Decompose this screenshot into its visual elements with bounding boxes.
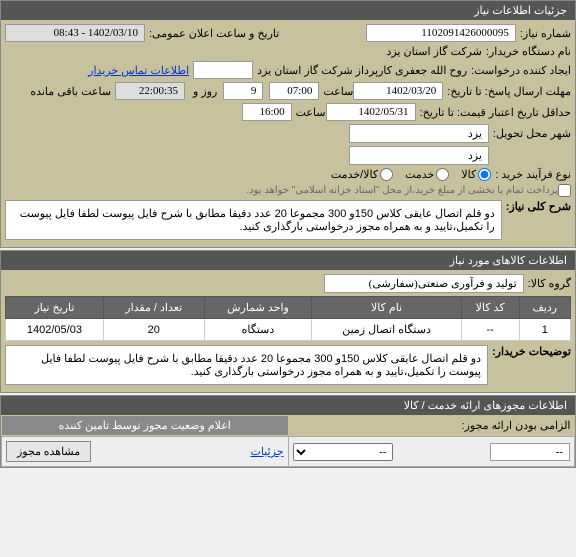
- cell-code: --: [461, 319, 519, 341]
- req-val-field: --: [490, 443, 570, 461]
- process-type-group: کالا خدمت کالا/خدمت: [331, 168, 491, 181]
- buyer-note-text: دو قلم اتصال عایقی کلاس 150و 300 مجموعا …: [5, 345, 488, 385]
- contact-link[interactable]: اطلاعات تماس خریدار: [88, 64, 189, 77]
- col-qty: تعداد / مقدار: [103, 297, 204, 319]
- time-label-1: ساعت: [323, 85, 353, 98]
- creator-label: ایجاد کننده درخواست:: [471, 64, 571, 77]
- cell-idx: 1: [519, 319, 570, 341]
- time-label-2: ساعت: [296, 106, 326, 119]
- panel3-title: اطلاعات مجوزهای ارائه خدمت / کالا: [1, 396, 575, 415]
- panel3-body: الزامی بودن ارائه مجوز: اعلام وضعیت مجوز…: [1, 415, 575, 467]
- license-table: الزامی بودن ارائه مجوز: اعلام وضعیت مجوز…: [1, 415, 575, 467]
- deadline-label: مهلت ارسال پاسخ: تا تاریخ:: [447, 85, 571, 98]
- remain-time-field: 22:00:35: [115, 82, 185, 100]
- payment-note: پرداخت تمام یا بخشی از مبلغ خرید،از محل …: [246, 185, 558, 196]
- cell-unit: دستگاه: [204, 319, 312, 341]
- panel1-title: جزئیات اطلاعات نیاز: [1, 1, 575, 20]
- creator-extra-field[interactable]: [193, 61, 253, 79]
- need-details-panel: جزئیات اطلاعات نیاز شماره نیاز: 11020914…: [0, 0, 576, 248]
- deadline-date-field: 1402/03/20: [353, 82, 443, 100]
- day-field: 9: [223, 82, 263, 100]
- radio-service[interactable]: خدمت: [405, 168, 449, 181]
- deliver-loc-field: یزد: [349, 124, 489, 143]
- announce-label: تاریخ و ساعت اعلان عمومی:: [149, 27, 279, 40]
- day-label: روز و: [193, 85, 217, 98]
- valid-time-field: 16:00: [242, 103, 292, 121]
- valid-date-field: 1402/05/31: [326, 103, 416, 121]
- goods-info-panel: اطلاعات کالاهای مورد نیاز گروه کالا: تول…: [0, 250, 576, 393]
- need-no-field: 1102091426000095: [366, 24, 516, 42]
- col-date: تاریخ نیاز: [6, 297, 104, 319]
- radio-both-input[interactable]: [380, 168, 393, 181]
- req-label: الزامی بودن ارائه مجوز:: [462, 420, 571, 432]
- treasury-checkbox[interactable]: [558, 184, 571, 197]
- radio-goods[interactable]: کالا: [461, 168, 491, 181]
- org-label: نام دستگاه خریدار:: [486, 45, 571, 58]
- details-link[interactable]: جزئیات: [251, 445, 284, 458]
- cell-qty: 20: [103, 319, 204, 341]
- col-unit: واحد شمارش: [204, 297, 312, 319]
- panel2-body: گروه کالا: تولید و فرآوری صنعتی(سفارشی) …: [1, 270, 575, 392]
- license-panel: اطلاعات مجوزهای ارائه خدمت / کالا الزامی…: [0, 395, 576, 468]
- group-label: گروه کالا:: [528, 277, 571, 290]
- panel1-body: شماره نیاز: 1102091426000095 تاریخ و ساع…: [1, 20, 575, 247]
- desc-label: شرح کلی نیاز:: [506, 200, 571, 213]
- type-label: نوع فرآیند خرید :: [495, 168, 571, 181]
- col-name: نام کالا: [312, 297, 461, 319]
- cell-name: دستگاه اتصال زمین: [312, 319, 461, 341]
- col-code: کد کالا: [461, 297, 519, 319]
- license-select[interactable]: --: [293, 443, 393, 461]
- radio-goods-input[interactable]: [478, 168, 491, 181]
- table-row[interactable]: 1 -- دستگاه اتصال زمین دستگاه 20 1402/05…: [6, 319, 571, 341]
- buyer-note-label: توضیحات خریدار:: [492, 345, 571, 358]
- need-no-label: شماره نیاز:: [520, 27, 571, 40]
- desc-text: دو قلم اتصال عایقی کلاس 150و 300 مجموعا …: [5, 200, 502, 240]
- deliver-loc-label: شهر محل تحویل:: [493, 127, 571, 140]
- goods-table: ردیف کد کالا نام کالا واحد شمارش تعداد /…: [5, 296, 571, 341]
- group-field: تولید و فرآوری صنعتی(سفارشی): [324, 274, 524, 293]
- radio-service-input[interactable]: [436, 168, 449, 181]
- col-row: ردیف: [519, 297, 570, 319]
- view-license-button[interactable]: مشاهده مجوز: [6, 441, 91, 462]
- radio-both[interactable]: کالا/خدمت: [331, 168, 393, 181]
- cell-date: 1402/05/03: [6, 319, 104, 341]
- org-value: شرکت گاز استان یزد: [386, 45, 481, 58]
- announce-field: 1402/03/10 - 08:43: [5, 24, 145, 42]
- valid-label: حداقل تاریخ اعتبار قیمت: تا تاریخ:: [420, 106, 571, 119]
- remain-label: ساعت باقی مانده: [30, 85, 111, 98]
- deadline-time-field: 07:00: [269, 82, 319, 100]
- panel2-title: اطلاعات کالاهای مورد نیاز: [1, 251, 575, 270]
- deliver-loc-field-2: یزد: [349, 146, 489, 165]
- creator-value: روح الله جعفری کارپرداز شرکت گاز استان ی…: [257, 64, 467, 77]
- sub-header: اعلام وضعیت مجوز توسط تامین کننده: [2, 416, 289, 435]
